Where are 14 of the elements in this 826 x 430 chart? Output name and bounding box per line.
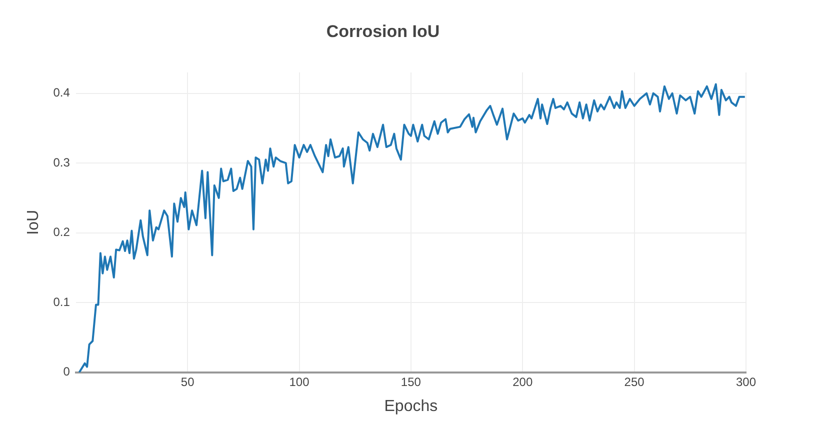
- y-tick-label: 0.1: [53, 294, 70, 309]
- x-tick-label: 50: [180, 374, 195, 389]
- x-tick-label: 300: [736, 374, 756, 389]
- y-tick-label: 0: [63, 364, 70, 379]
- x-tick-label: 250: [624, 374, 645, 389]
- chart-title: Corrosion IoU: [326, 22, 440, 41]
- y-tick-label: 0.4: [53, 86, 70, 100]
- x-axis-title: Epochs: [384, 398, 438, 415]
- y-tick-label: 0.3: [53, 155, 70, 170]
- x-tick-label: 200: [512, 374, 533, 389]
- x-tick-label: 100: [289, 374, 310, 389]
- y-axis-title: IoU: [25, 210, 42, 235]
- y-tick-label: 0.2: [53, 225, 70, 240]
- x-tick-label: 150: [400, 374, 422, 389]
